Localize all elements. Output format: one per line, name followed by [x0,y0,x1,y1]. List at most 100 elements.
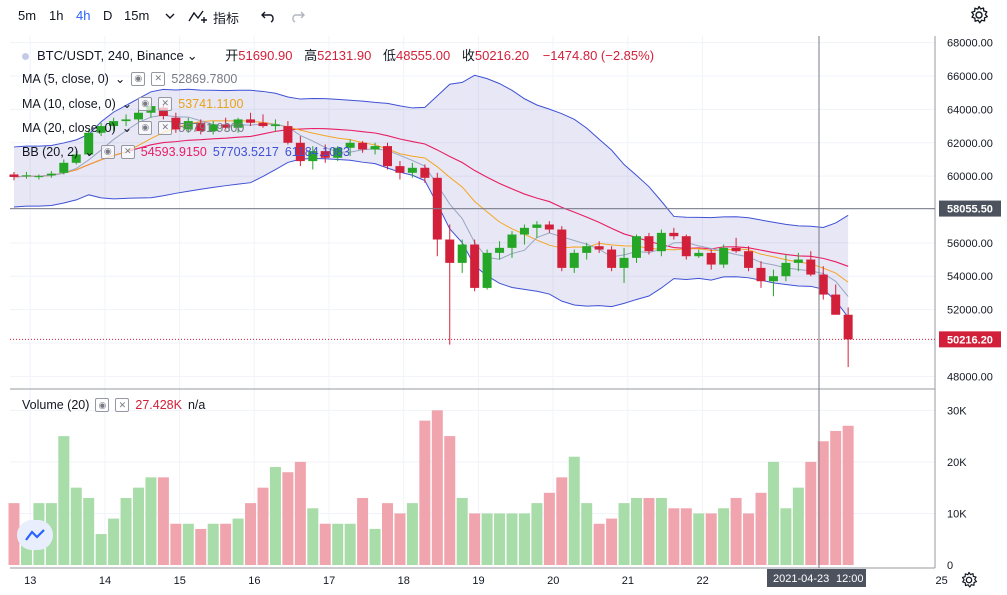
chevron-down-icon[interactable]: ⌄ [121,97,133,111]
bb-upper-line [13,74,849,229]
candle [694,249,704,258]
close-icon[interactable]: ✕ [151,71,166,86]
candle [681,234,691,260]
candle [719,244,729,268]
volume-bar [494,513,506,565]
axis-settings-icon[interactable] [958,569,980,591]
volume-bar [543,492,555,565]
candle [445,224,455,345]
ohlc-open: 51690.90 [238,48,293,63]
tradingview-logo[interactable] [17,520,53,550]
volume-bar [70,487,82,565]
time-tick-label: 13 [24,575,36,587]
indicators-icon[interactable] [187,5,209,27]
candle-body [818,274,828,295]
eye-icon[interactable]: ◉ [95,398,110,412]
candle [258,114,268,128]
candle-body [756,267,766,282]
candle-body [295,142,305,162]
timeframe-1h[interactable]: 1h [49,8,64,23]
price-tick-label: 52000.00 [947,305,993,317]
volume-bar [830,430,842,565]
close-icon[interactable]: ✕ [158,96,173,111]
indicator-name: BB (20, 2) [22,144,79,159]
candle-body [283,126,293,143]
timeframe-15m[interactable]: 15m [124,8,150,23]
indicator-bb[interactable]: BB (20, 2) ⌄ ◉ ✕ 54593.9150 57703.5217 611… [22,144,350,159]
price-tick-label: 66000.00 [947,71,993,83]
candle [781,254,791,282]
volume-bar [581,503,593,565]
close-icon[interactable]: ✕ [158,120,173,135]
candle-body [233,119,243,128]
chevron-down-icon[interactable]: ⌄ [84,145,95,159]
candle-body [694,252,704,257]
settings-icon[interactable] [968,4,990,26]
candle [793,252,803,272]
candle [183,117,193,133]
ohlc-open-label: 开 [225,48,239,63]
candle [594,241,604,253]
time-tick-label: 21 [622,575,634,587]
volume-bar [269,467,281,565]
eye-icon[interactable]: ◉ [100,144,115,159]
volume-bar [307,508,319,565]
indicators-button[interactable]: 指标 [213,11,240,26]
volume-bar [195,528,207,565]
candle [582,242,592,260]
volume-bar [518,513,530,565]
volume-legend[interactable]: Volume (20) ◉ ✕ 27.428K n/a [22,398,205,412]
candle [171,112,181,133]
undo-icon[interactable] [258,5,280,27]
candle [270,119,280,132]
candle-body [158,107,168,117]
indicator-ma20[interactable]: MA (20, close, 0) ⌄ ◉ ✕ 55791.9300 [22,120,244,135]
candle [656,229,666,257]
volume-bar [382,503,393,565]
chevron-down-icon[interactable]: ⌄ [114,72,126,86]
candle [557,226,567,272]
indicator-ma5[interactable]: MA (5, close, 0) ⌄ ◉ ✕ 52869.7800 [22,71,237,86]
time-tick-label: 15 [174,575,186,587]
symbol-chevron-icon[interactable]: ⌄ [186,48,198,63]
candle-body [246,119,256,123]
eye-icon[interactable]: ◉ [131,71,146,86]
candle [519,224,529,245]
price-tick-label: 62000.00 [947,138,993,150]
price-tick-label: 48000.00 [947,371,993,383]
crosshair-time-label: 12:00 [836,573,864,585]
volume-bar [332,523,344,565]
eye-icon[interactable]: ◉ [138,120,153,135]
chevron-down-icon[interactable]: ⌄ [121,121,133,135]
candle [208,121,218,135]
candle [544,221,554,233]
timeframe-4h[interactable]: 4h [76,8,91,23]
status-dot [22,53,29,61]
volume-bar [257,487,269,565]
timeframe-5m[interactable]: 5m [18,8,37,23]
candle-body [681,236,691,257]
candle-body [96,126,106,133]
volume-bar [145,477,157,565]
candle-body [495,247,505,253]
ohlc-low: 48555.00 [395,48,451,63]
candle [644,232,654,255]
symbol-legend: BTC/USDT, 240, Binance ⌄ 开51690.90 高52131… [22,45,654,64]
timeframe-d[interactable]: D [103,8,113,23]
eye-icon[interactable]: ◉ [138,96,153,111]
candle-body [46,173,56,176]
chevron-down-icon[interactable] [159,5,181,27]
volume-bar [120,497,132,565]
volume-bar [83,497,95,565]
symbol-name[interactable]: BTC/USDT, 240, Binance [37,48,184,63]
close-icon[interactable]: ✕ [120,144,135,159]
redo-icon[interactable] [286,5,308,27]
candle [806,251,816,277]
price-chart[interactable]: 68000.00 66000.00 64000.00 62000.00 60000.00… [0,32,1007,595]
volume-bar [245,503,257,565]
volume-bar [456,497,468,565]
indicator-ma10[interactable]: MA (10, close, 0) ⌄ ◉ ✕ 53741.1100 [22,96,243,111]
close-icon[interactable]: ✕ [115,398,130,412]
volume-bar [282,472,294,565]
candle [221,117,231,130]
